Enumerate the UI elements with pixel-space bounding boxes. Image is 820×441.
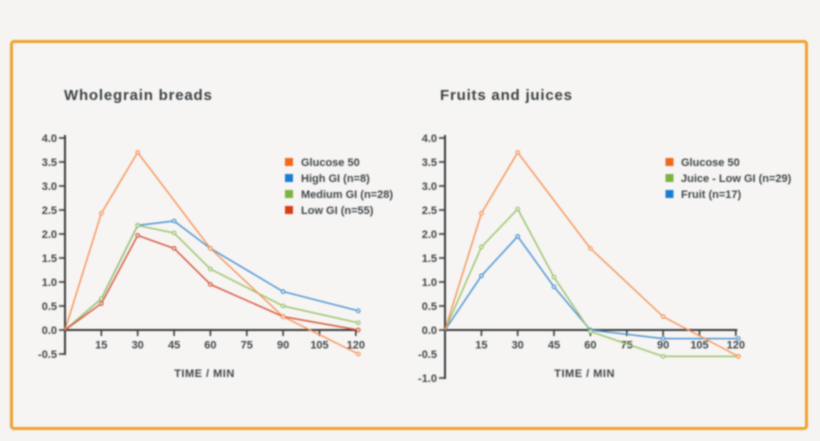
svg-text:1.5: 1.5	[42, 253, 57, 265]
svg-text:3.5: 3.5	[422, 157, 437, 169]
svg-text:45: 45	[168, 340, 180, 352]
svg-text:2.0: 2.0	[42, 229, 57, 241]
svg-text:90: 90	[277, 340, 289, 352]
svg-text:2.0: 2.0	[422, 229, 437, 241]
svg-text:120: 120	[347, 340, 365, 352]
svg-text:90: 90	[657, 340, 669, 352]
svg-text:75: 75	[241, 340, 253, 352]
svg-text:High GI (n=8): High GI (n=8)	[301, 173, 370, 185]
svg-text:60: 60	[584, 340, 596, 352]
svg-text:45: 45	[548, 340, 560, 352]
svg-text:Wholegrain breads: Wholegrain breads	[64, 87, 213, 104]
svg-text:-0.5: -0.5	[38, 349, 57, 361]
svg-text:-0.5: -0.5	[418, 349, 437, 361]
svg-text:1.0: 1.0	[42, 277, 57, 289]
svg-text:TIME / MIN: TIME / MIN	[554, 368, 615, 380]
svg-text:0.0: 0.0	[422, 325, 437, 337]
svg-text:105: 105	[690, 340, 708, 352]
svg-text:Fruits and juices: Fruits and juices	[440, 87, 573, 104]
svg-text:120: 120	[727, 340, 745, 352]
svg-text:2.5: 2.5	[422, 205, 437, 217]
svg-text:3.0: 3.0	[422, 181, 437, 193]
svg-text:Medium GI (n=28): Medium GI (n=28)	[301, 189, 393, 201]
svg-text:Low GI (n=55): Low GI (n=55)	[301, 205, 374, 217]
svg-text:0.5: 0.5	[422, 301, 437, 313]
svg-text:0.0: 0.0	[42, 325, 57, 337]
svg-text:30: 30	[512, 340, 524, 352]
svg-text:2.5: 2.5	[42, 205, 57, 217]
svg-text:TIME / MIN: TIME / MIN	[174, 368, 235, 380]
svg-text:Fruit (n=17): Fruit (n=17)	[681, 189, 742, 201]
svg-text:3.0: 3.0	[42, 181, 57, 193]
svg-text:-1.0: -1.0	[418, 373, 437, 385]
svg-text:60: 60	[204, 340, 216, 352]
svg-text:105: 105	[310, 340, 328, 352]
svg-text:4.0: 4.0	[42, 133, 57, 145]
svg-text:15: 15	[475, 340, 487, 352]
svg-text:3.5: 3.5	[42, 157, 57, 169]
svg-text:15: 15	[95, 340, 107, 352]
svg-text:30: 30	[132, 340, 144, 352]
svg-text:Glucose 50: Glucose 50	[301, 157, 360, 169]
svg-text:Juice - Low GI (n=29): Juice - Low GI (n=29)	[681, 173, 792, 185]
svg-text:Glucose 50: Glucose 50	[681, 157, 740, 169]
svg-text:0.5: 0.5	[42, 301, 57, 313]
svg-text:4.0: 4.0	[422, 133, 437, 145]
svg-text:1.5: 1.5	[422, 253, 437, 265]
svg-text:1.0: 1.0	[422, 277, 437, 289]
